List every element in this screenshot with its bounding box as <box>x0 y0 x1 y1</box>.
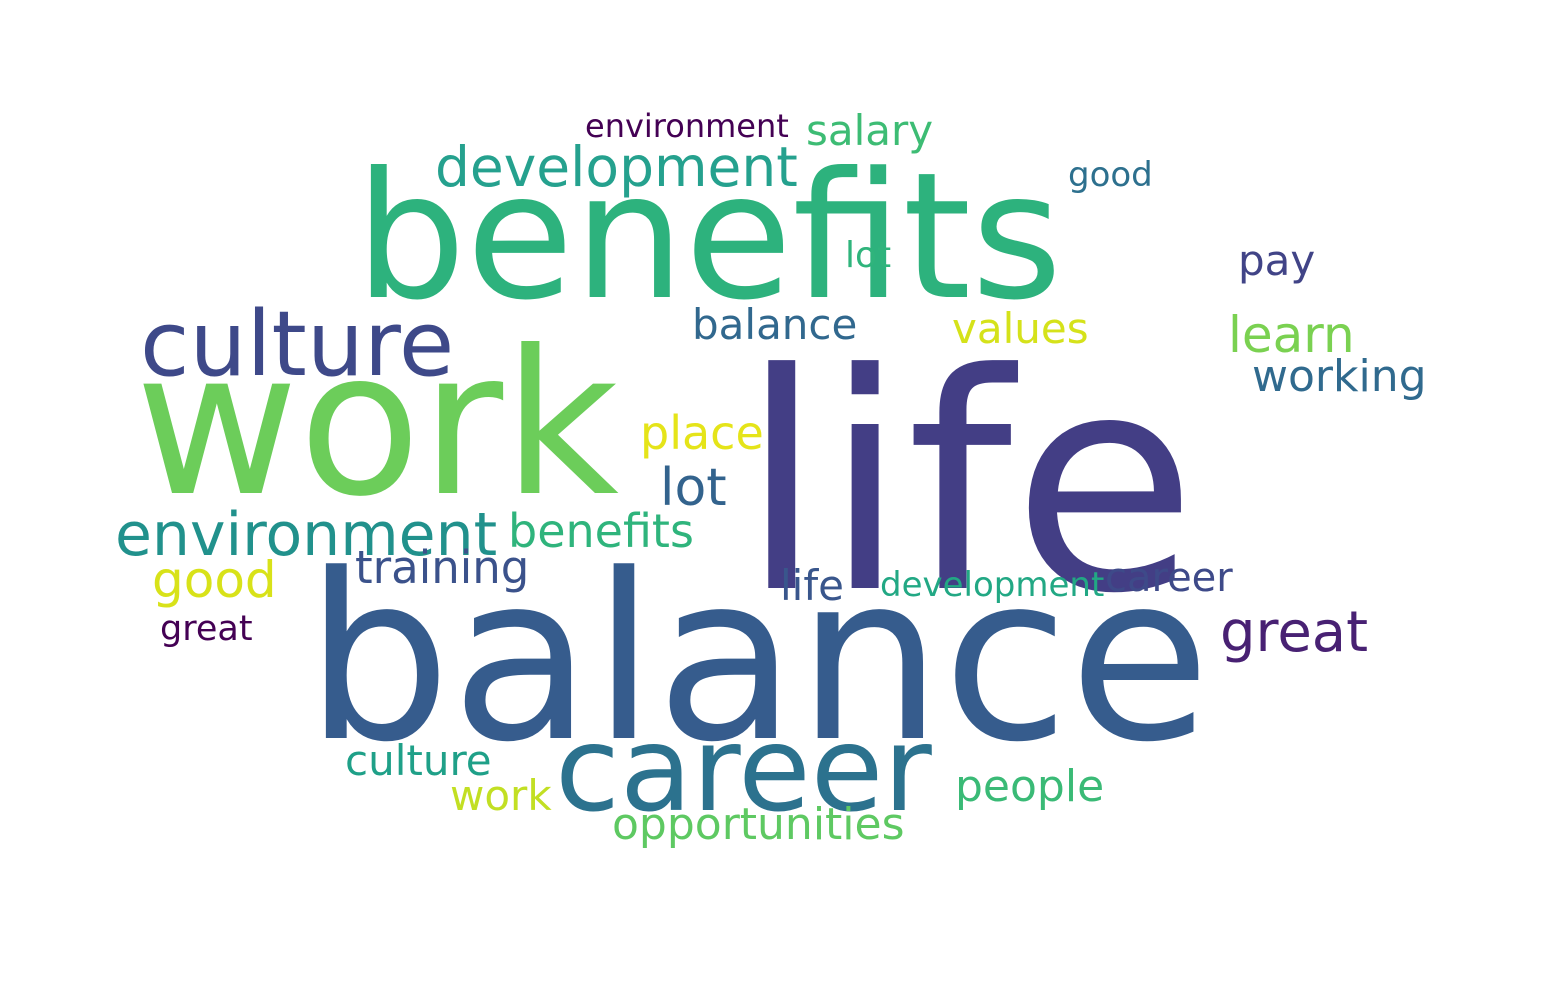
word: learn <box>1228 306 1355 364</box>
word: balance <box>305 526 1211 793</box>
word: benefits <box>508 504 694 558</box>
word: development <box>880 565 1105 605</box>
word: career <box>555 700 932 838</box>
word: great <box>1220 600 1369 665</box>
word: opportunities <box>612 799 905 850</box>
word: balance <box>692 300 858 349</box>
word: lot <box>845 235 892 276</box>
word: development <box>435 135 798 199</box>
word: salary <box>806 106 934 155</box>
word: good <box>152 551 277 609</box>
word: culture <box>345 736 492 785</box>
word: place <box>640 406 764 460</box>
word: benefits <box>355 136 1063 339</box>
word: life <box>780 561 844 610</box>
word: values <box>952 304 1089 353</box>
word: great <box>160 609 253 649</box>
word: work <box>135 308 619 541</box>
word: career <box>1105 555 1233 601</box>
word: lot <box>660 458 727 518</box>
word: working <box>1252 351 1427 402</box>
word: environment <box>585 107 789 145</box>
word: life <box>740 310 1197 659</box>
word: pay <box>1238 236 1316 285</box>
word: people <box>955 761 1105 812</box>
word: environment <box>115 500 498 570</box>
word: culture <box>140 292 455 397</box>
word: good <box>1068 155 1153 195</box>
word: work <box>450 771 552 820</box>
word: training <box>355 541 530 594</box>
